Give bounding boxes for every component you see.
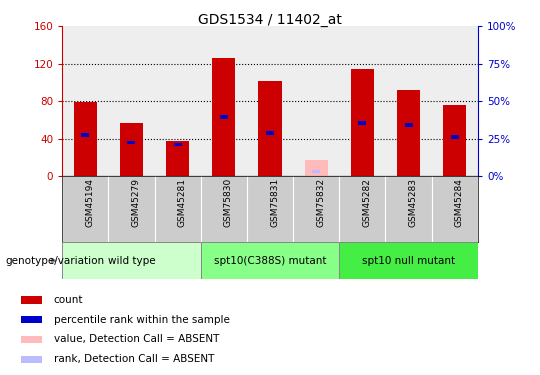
Bar <box>359 121 367 124</box>
Text: GSM45279: GSM45279 <box>131 178 140 227</box>
Bar <box>81 133 89 137</box>
Text: spt10 null mutant: spt10 null mutant <box>362 256 455 266</box>
Bar <box>173 142 181 146</box>
Bar <box>22 296 42 304</box>
Text: GSM75831: GSM75831 <box>270 178 279 228</box>
Bar <box>201 242 339 279</box>
Bar <box>305 160 328 176</box>
Text: GSM45194: GSM45194 <box>85 178 94 227</box>
Text: spt10(C388S) mutant: spt10(C388S) mutant <box>214 256 326 266</box>
Bar <box>73 102 97 176</box>
Bar <box>220 116 228 119</box>
Bar <box>62 242 201 279</box>
Bar <box>266 131 274 135</box>
Bar <box>443 105 467 176</box>
Bar <box>259 81 281 176</box>
Text: GSM75830: GSM75830 <box>224 178 233 228</box>
Text: GSM75832: GSM75832 <box>316 178 325 227</box>
Text: GSM45284: GSM45284 <box>455 178 464 227</box>
Bar <box>312 170 320 173</box>
Text: count: count <box>53 295 83 305</box>
Bar <box>22 316 42 323</box>
Text: percentile rank within the sample: percentile rank within the sample <box>53 315 229 325</box>
Bar <box>212 58 235 176</box>
Bar <box>451 135 459 139</box>
Text: wild type: wild type <box>107 256 155 266</box>
Bar <box>404 123 413 127</box>
Bar <box>22 356 42 363</box>
Text: GDS1534 / 11402_at: GDS1534 / 11402_at <box>198 13 342 27</box>
Bar <box>22 336 42 343</box>
Text: GSM45283: GSM45283 <box>409 178 417 227</box>
Text: GSM45281: GSM45281 <box>178 178 187 227</box>
Bar <box>166 141 189 176</box>
Text: GSM45282: GSM45282 <box>362 178 372 227</box>
Text: rank, Detection Call = ABSENT: rank, Detection Call = ABSENT <box>53 354 214 364</box>
Bar <box>127 141 136 144</box>
Bar <box>120 123 143 176</box>
Bar <box>351 69 374 176</box>
Bar <box>339 242 478 279</box>
Bar <box>397 90 420 176</box>
Text: value, Detection Call = ABSENT: value, Detection Call = ABSENT <box>53 334 219 345</box>
Text: genotype/variation: genotype/variation <box>5 256 105 266</box>
